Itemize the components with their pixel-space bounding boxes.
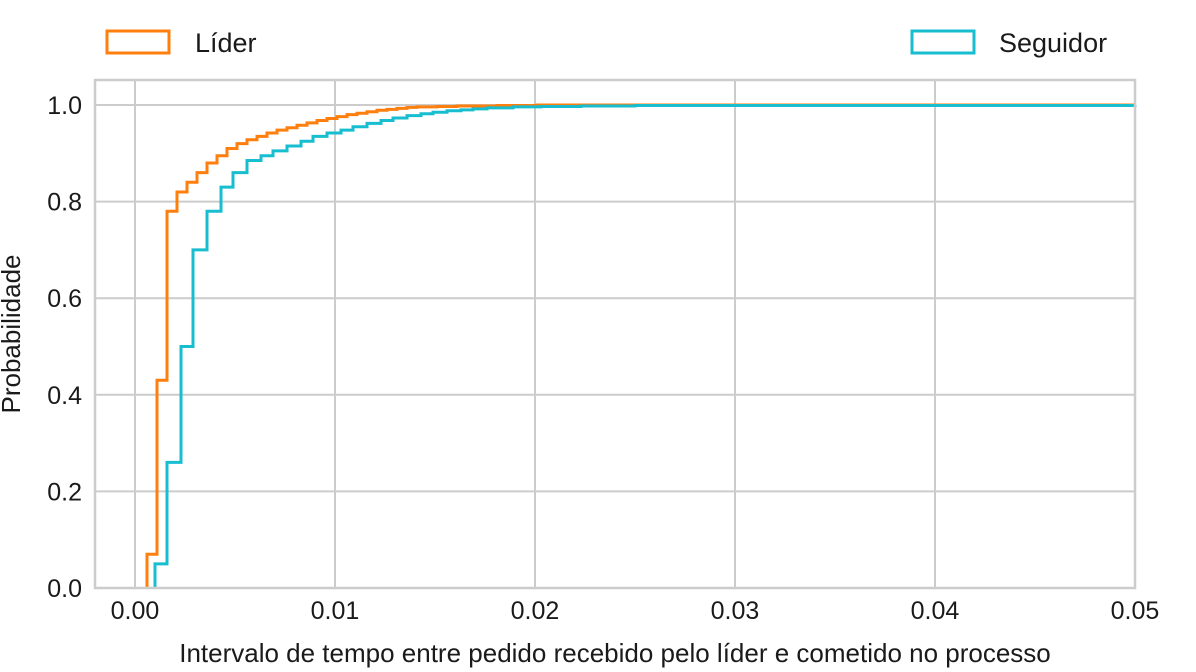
y-tick-label: 0.8 — [47, 189, 82, 217]
y-tick-label: 1.0 — [47, 92, 82, 120]
legend: Líder Seguidor — [105, 28, 1107, 58]
x-tick-label: 0.02 — [511, 597, 560, 625]
legend-label-seguidor: Seguidor — [999, 28, 1107, 58]
legend-label-lider: Líder — [195, 28, 257, 58]
x-tick-label: 0.04 — [911, 597, 960, 625]
x-tick-labels: 0.00 0.01 0.02 0.03 0.04 0.05 — [111, 597, 1160, 625]
y-tick-label: 0.0 — [47, 575, 82, 603]
x-axis-label: Intervalo de tempo entre pedido recebido… — [179, 638, 1051, 668]
y-tick-label: 0.6 — [47, 285, 82, 313]
x-tick-label: 0.00 — [111, 597, 160, 625]
y-tick-labels: 0.0 0.2 0.4 0.6 0.8 1.0 — [47, 92, 82, 603]
y-tick-label: 0.4 — [47, 382, 82, 410]
series-line-lider — [145, 103, 1135, 588]
legend-swatch-seguidor — [910, 29, 976, 55]
plot-frame — [93, 78, 1137, 590]
x-tick-label: 0.05 — [1111, 597, 1160, 625]
data-series — [145, 103, 1137, 588]
x-tick-label: 0.01 — [311, 597, 360, 625]
y-axis-label: Probabilidade — [0, 254, 26, 413]
x-tick-label: 0.03 — [711, 597, 760, 625]
series-line-seguidor — [153, 103, 1137, 588]
y-tick-label: 0.2 — [47, 478, 82, 506]
grid-lines — [95, 80, 1136, 589]
legend-swatch-lider — [105, 29, 171, 55]
